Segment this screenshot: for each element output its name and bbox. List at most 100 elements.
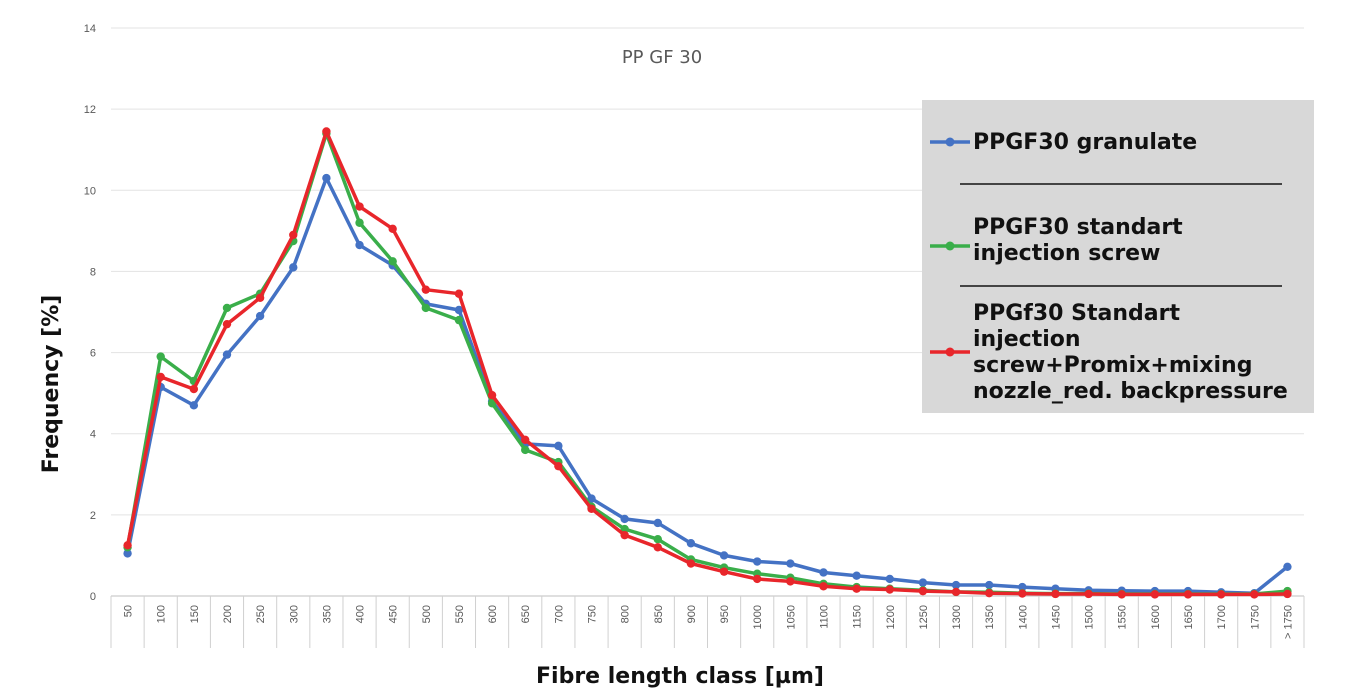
- x-tick-label: 1600: [1150, 605, 1162, 629]
- data-point: [753, 557, 762, 566]
- data-point: [786, 577, 795, 586]
- x-tick-label: 100: [156, 605, 168, 623]
- data-point: [620, 514, 629, 524]
- data-point: [653, 543, 662, 552]
- x-tick-label: 1700: [1216, 605, 1228, 629]
- data-point: [1183, 590, 1193, 599]
- data-point: [753, 574, 762, 584]
- legend-marker-dot: [945, 137, 955, 147]
- data-point: [984, 580, 994, 590]
- y-axis-ticks: 0 2 4 6 8 10 12 14: [84, 23, 96, 603]
- data-point: [819, 568, 828, 577]
- data-point: [620, 530, 629, 540]
- data-point: [156, 372, 165, 382]
- data-point: [388, 224, 397, 234]
- data-point: [1216, 590, 1226, 599]
- data-point: [454, 289, 464, 298]
- data-point: [289, 230, 298, 240]
- data-point: [123, 549, 132, 558]
- series-line: [125, 129, 1288, 597]
- data-point: [189, 401, 199, 410]
- data-point: [918, 586, 928, 596]
- y-tick-label: 12: [84, 104, 96, 116]
- x-tick-label: 1750: [1249, 605, 1261, 629]
- y-tick-label: 4: [90, 429, 96, 441]
- data-point: [951, 587, 961, 597]
- x-tick-label: 1250: [918, 605, 930, 629]
- x-tick-label: 250: [255, 605, 267, 623]
- data-point: [123, 541, 132, 550]
- x-tick-label: 1500: [1084, 605, 1096, 629]
- data-point: [852, 571, 861, 580]
- data-point: [819, 582, 828, 591]
- y-tick-label: 2: [90, 510, 96, 522]
- data-point: [521, 445, 530, 455]
- data-point: [918, 578, 928, 587]
- y-axis-label: Frequency [%]: [39, 295, 64, 474]
- legend-label: PPGF30 granulate: [973, 130, 1197, 155]
- x-tick-label: 900: [686, 605, 698, 623]
- x-tick-label: 1550: [1117, 605, 1129, 629]
- data-point: [653, 535, 662, 544]
- x-tick-label: 350: [321, 605, 333, 623]
- data-point: [885, 574, 894, 584]
- data-point: [1051, 589, 1060, 599]
- x-tick-label: 1450: [1050, 605, 1062, 629]
- data-point: [189, 384, 199, 394]
- legend-label: nozzle_red. backpressure: [973, 379, 1288, 404]
- data-point: [686, 539, 696, 548]
- data-point: [885, 585, 894, 594]
- series-lines: [123, 127, 1292, 599]
- data-point: [222, 350, 232, 359]
- legend-label: PPGf30 Standart: [973, 301, 1180, 326]
- data-point: [984, 588, 994, 598]
- data-point: [951, 580, 961, 590]
- data-point: [454, 305, 464, 315]
- legend-box: [922, 100, 1314, 413]
- data-point: [686, 559, 696, 568]
- chart-title: PP GF 30: [622, 47, 702, 68]
- x-tick-label: 1650: [1183, 605, 1195, 629]
- data-point: [355, 218, 364, 227]
- x-tick-label: 1050: [785, 605, 797, 629]
- x-tick-label: 200: [222, 605, 234, 623]
- data-point: [1084, 589, 1093, 599]
- data-point: [454, 315, 464, 325]
- x-tick-label: 750: [587, 605, 599, 623]
- x-tick-label: 850: [653, 605, 665, 623]
- x-tick-label: 800: [620, 605, 632, 623]
- legend-label: screw+Promix+mixing: [973, 353, 1252, 378]
- data-point: [852, 584, 861, 593]
- x-tick-label: 650: [520, 605, 532, 623]
- data-point: [1018, 582, 1027, 592]
- x-tick-label: 450: [388, 605, 400, 623]
- data-point: [421, 303, 431, 313]
- x-tick-label: 500: [421, 605, 433, 623]
- data-point: [156, 352, 165, 361]
- data-point: [222, 319, 232, 329]
- data-point: [620, 524, 629, 534]
- data-point: [1117, 590, 1126, 599]
- data-point: [521, 435, 530, 444]
- x-tick-label: 1150: [852, 605, 864, 629]
- y-tick-label: 6: [90, 348, 96, 360]
- data-point: [388, 257, 397, 266]
- x-tick-label: 1000: [752, 605, 764, 629]
- y-tick-label: 10: [84, 185, 96, 197]
- data-point: [719, 551, 729, 560]
- data-point: [719, 567, 729, 576]
- data-point: [1283, 589, 1292, 599]
- data-point: [222, 303, 232, 313]
- data-point: [322, 173, 331, 183]
- data-point: [322, 127, 331, 136]
- x-tick-label: 700: [553, 605, 565, 623]
- x-tick-label: 550: [454, 605, 466, 623]
- data-point: [554, 441, 563, 451]
- x-tick-label: 50: [123, 605, 135, 617]
- x-tick-label: > 1750: [1282, 605, 1294, 639]
- x-axis-label: Fibre length class [µm]: [536, 664, 824, 689]
- x-tick-label: 1300: [951, 605, 963, 629]
- x-tick-label: 1400: [1017, 605, 1029, 629]
